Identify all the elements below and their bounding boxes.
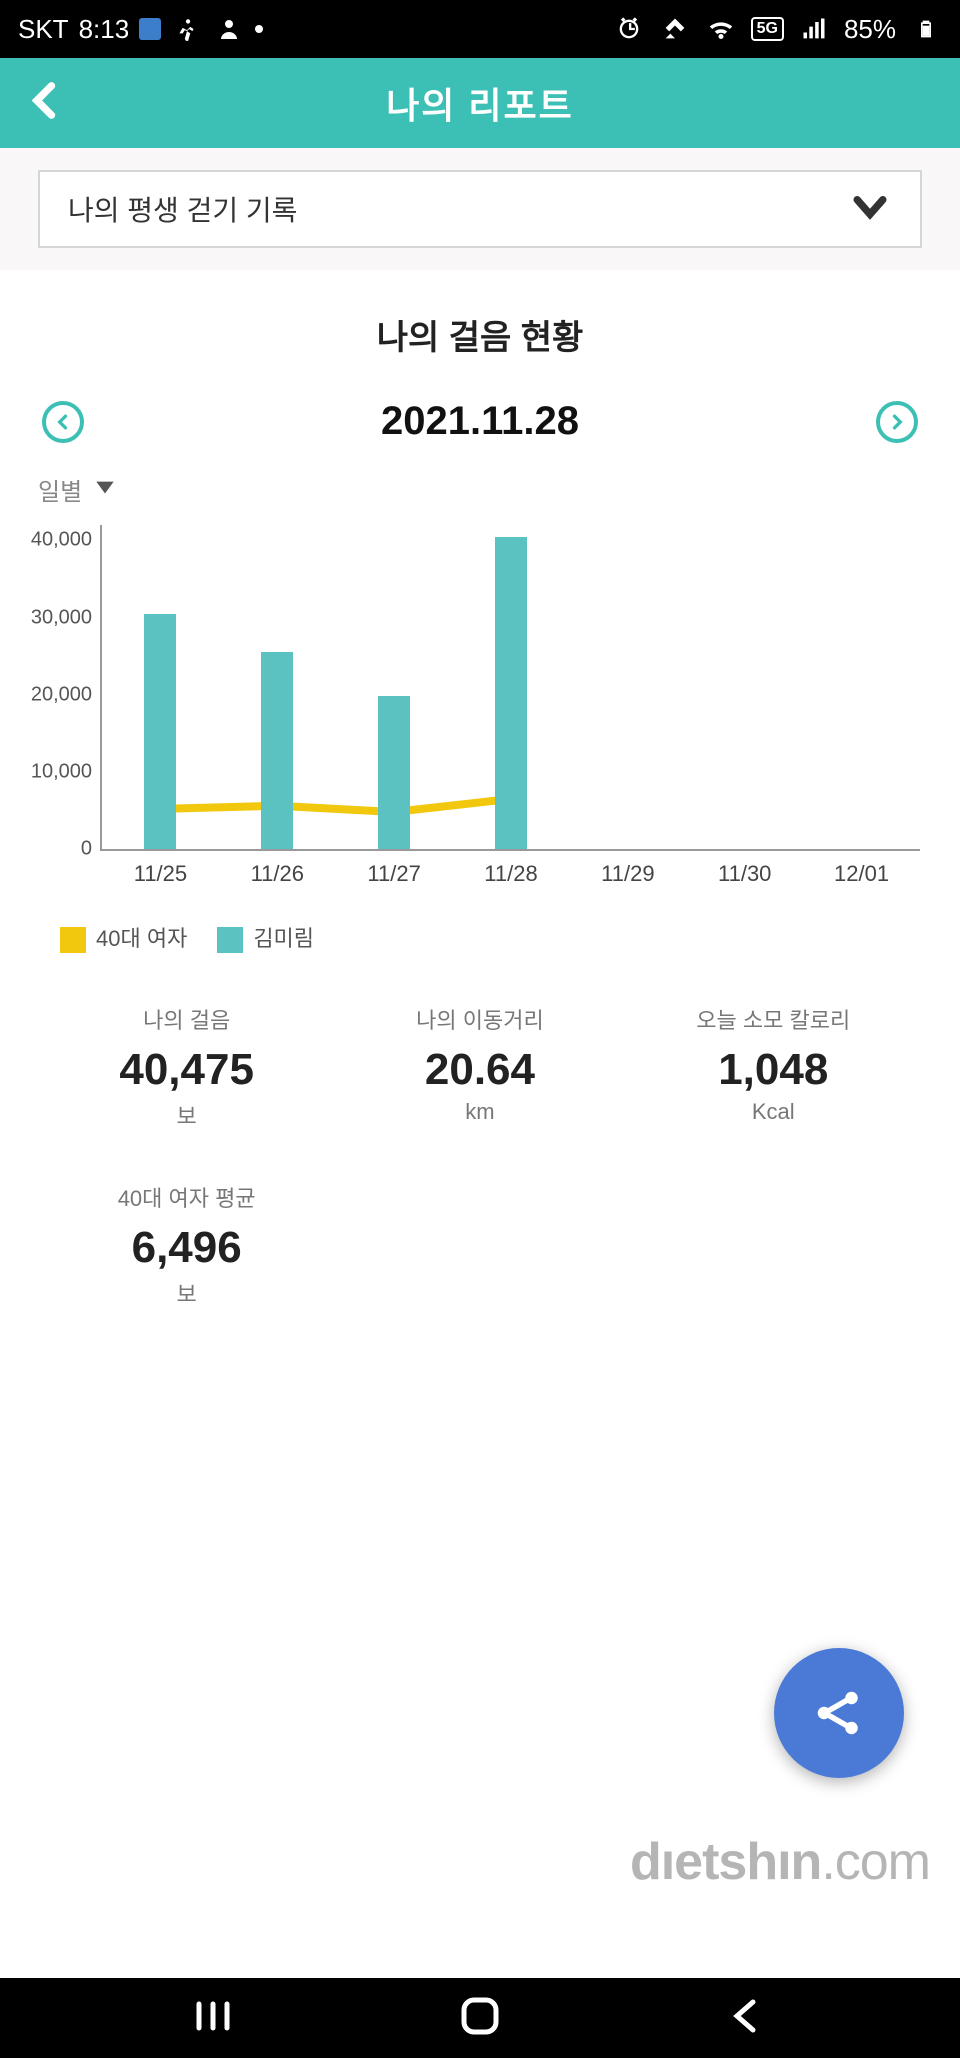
triangle-down-icon bbox=[92, 474, 118, 505]
share-fab[interactable] bbox=[774, 1648, 904, 1778]
x-tick-label: 11/25 bbox=[134, 849, 187, 887]
android-status-bar: SKT 8:13 5G 85% bbox=[0, 0, 960, 58]
x-tick-label: 11/30 bbox=[718, 849, 771, 887]
x-tick-label: 12/01 bbox=[834, 849, 889, 887]
app-header: 나의 리포트 bbox=[0, 58, 960, 148]
android-nav-bar bbox=[0, 1978, 960, 2058]
stat-value: 6,496 bbox=[40, 1223, 333, 1273]
current-date: 2021.11.28 bbox=[381, 399, 579, 444]
legend-label: 40대 여자 bbox=[96, 926, 187, 951]
stat-title: 40대 여자 평균 bbox=[40, 1181, 333, 1213]
stat-value: 20.64 bbox=[333, 1045, 626, 1095]
prev-date-button[interactable] bbox=[42, 401, 84, 443]
main-content: 나의 걸음 현황 2021.11.28 일별 0 10,000 20,000 30,0… bbox=[0, 270, 960, 1978]
stat-title: 나의 이동거리 bbox=[333, 1003, 626, 1035]
alarm-icon bbox=[613, 13, 645, 45]
signal-icon bbox=[798, 13, 830, 45]
y-tick-label: 0 bbox=[81, 838, 102, 861]
report-selector-section: 나의 평생 걷기 기록 bbox=[0, 148, 960, 270]
y-tick-label: 40,000 bbox=[31, 529, 102, 552]
granularity-label: 일별 bbox=[38, 472, 82, 507]
report-dropdown[interactable]: 나의 평생 걷기 기록 bbox=[38, 170, 922, 248]
stats-grid: 나의 걸음 40,475 보 나의 이동거리 20.64 km 오늘 소모 칼로리 1,048… bbox=[0, 953, 960, 1359]
stat-card: 나의 이동거리 20.64 km bbox=[333, 1003, 626, 1131]
stat-unit: 보 bbox=[40, 1099, 333, 1131]
stat-title: 오늘 소모 칼로리 bbox=[627, 1003, 920, 1035]
section-title: 나의 걸음 현황 bbox=[0, 310, 960, 359]
legend-item: 40대 여자 bbox=[60, 921, 187, 953]
status-running-icon bbox=[171, 13, 203, 45]
recents-button[interactable] bbox=[189, 1992, 237, 2045]
stat-card: 나의 걸음 40,475 보 bbox=[40, 1003, 333, 1131]
share-icon bbox=[809, 1683, 869, 1743]
chevron-down-icon bbox=[848, 185, 892, 234]
page-title: 나의 리포트 bbox=[386, 77, 574, 129]
report-dropdown-label: 나의 평생 걷기 기록 bbox=[68, 189, 297, 229]
status-more-icon bbox=[255, 25, 263, 33]
battery-icon bbox=[910, 13, 942, 45]
stat-value: 40,475 bbox=[40, 1045, 333, 1095]
wifi-icon bbox=[705, 13, 737, 45]
y-tick-label: 30,000 bbox=[31, 606, 102, 629]
y-tick-label: 10,000 bbox=[31, 760, 102, 783]
chart-bar bbox=[261, 652, 293, 849]
granularity-selector[interactable]: 일별 bbox=[0, 472, 960, 507]
home-button[interactable] bbox=[456, 1992, 504, 2045]
next-date-button[interactable] bbox=[876, 401, 918, 443]
watermark: dıetshın.com bbox=[630, 1832, 930, 1892]
chart-legend: 40대 여자 김미림 bbox=[0, 905, 960, 953]
chart-bar bbox=[495, 537, 527, 849]
legend-label: 김미림 bbox=[253, 926, 314, 951]
back-nav-button[interactable] bbox=[723, 1992, 771, 2045]
status-app-icon bbox=[139, 18, 161, 40]
steps-chart: 0 10,000 20,000 30,000 40,000 11/25 11/26 11/27… bbox=[0, 525, 960, 905]
stat-unit: Kcal bbox=[627, 1099, 920, 1125]
clock-label: 8:13 bbox=[79, 14, 130, 45]
chart-bar bbox=[144, 614, 176, 849]
legend-swatch bbox=[217, 927, 243, 953]
battery-label: 85% bbox=[844, 14, 896, 45]
status-person-icon bbox=[213, 13, 245, 45]
chart-line bbox=[160, 799, 511, 812]
x-tick-label: 11/26 bbox=[251, 849, 304, 887]
date-navigator: 2021.11.28 bbox=[0, 399, 960, 444]
stat-title: 나의 걸음 bbox=[40, 1003, 333, 1035]
carrier-label: SKT bbox=[18, 14, 69, 45]
x-tick-label: 11/28 bbox=[484, 849, 537, 887]
legend-item: 김미림 bbox=[217, 921, 314, 953]
network-5g-icon: 5G bbox=[751, 17, 784, 41]
legend-swatch bbox=[60, 927, 86, 953]
x-tick-label: 11/29 bbox=[601, 849, 654, 887]
back-button[interactable] bbox=[24, 79, 68, 128]
stat-unit: km bbox=[333, 1099, 626, 1125]
stat-value: 1,048 bbox=[627, 1045, 920, 1095]
vibrate-icon bbox=[659, 13, 691, 45]
stat-unit: 보 bbox=[40, 1277, 333, 1309]
chart-bar bbox=[378, 696, 410, 849]
y-tick-label: 20,000 bbox=[31, 683, 102, 706]
stat-card: 오늘 소모 칼로리 1,048 Kcal bbox=[627, 1003, 920, 1131]
x-tick-label: 11/27 bbox=[367, 849, 420, 887]
stat-card: 40대 여자 평균 6,496 보 bbox=[40, 1181, 333, 1309]
